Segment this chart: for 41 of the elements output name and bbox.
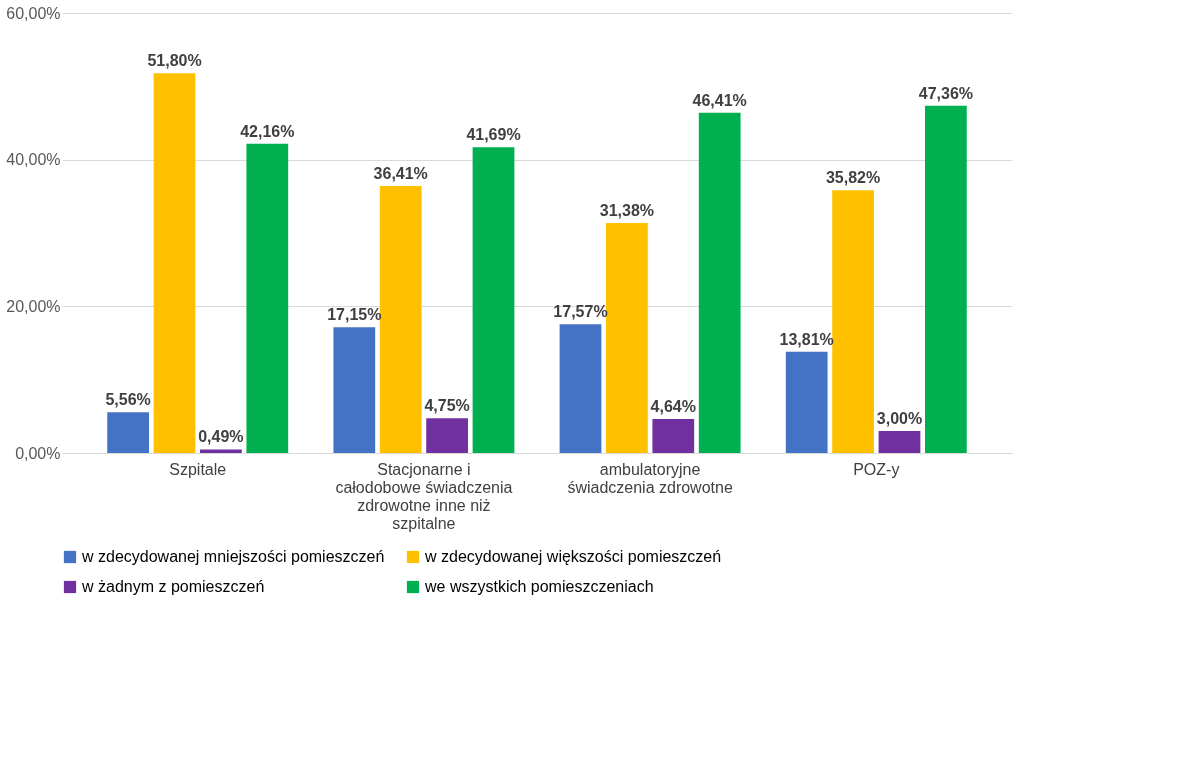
bar (878, 431, 921, 453)
x-tick-label: Stacjonarne i całodobowe świadczenia zdrowotne inne niż szpitalne (335, 460, 513, 532)
data-label: 4,75% (424, 397, 470, 415)
data-label: 47,36% (918, 84, 974, 102)
data-label: 31,38% (599, 201, 655, 219)
data-label: 0,49% (198, 428, 244, 446)
bar (606, 222, 648, 453)
data-label: 5,56% (105, 391, 151, 409)
bar (698, 112, 741, 453)
data-label: 3,00% (876, 410, 923, 427)
data-label: 42,16% (240, 122, 295, 140)
data-label: 36,41% (373, 164, 428, 182)
bar (246, 143, 289, 453)
bar (652, 418, 695, 453)
legend-label: w zdecydowanej mniejszości pomieszczeń (81, 548, 385, 565)
bar (559, 324, 602, 453)
y-tick-label: 0,00% (15, 444, 61, 462)
data-label: 35,82% (825, 169, 881, 187)
legend-label: we wszystkich pomieszczeniach (424, 578, 654, 595)
bar (832, 190, 874, 453)
x-tick-label: ambulatoryjne świadczenia zdrowotne (567, 460, 733, 496)
x-tick-label: Szpitale (169, 460, 227, 478)
data-label: 51,80% (147, 52, 202, 70)
bar (333, 327, 376, 453)
y-tick-label: 60,00% (6, 4, 61, 22)
bar (426, 418, 468, 453)
data-label: 4,64% (650, 397, 696, 415)
x-tick-label: POZ-y (853, 460, 900, 478)
data-label: 46,41% (692, 91, 747, 109)
y-tick-label: 20,00% (6, 297, 61, 315)
bar (153, 73, 196, 453)
bar (379, 185, 422, 453)
bar (785, 351, 828, 453)
y-tick-label: 40,00% (6, 151, 61, 169)
bar (200, 449, 242, 453)
bar (472, 147, 515, 453)
legend-label: w żadnym z pomieszczeń (81, 578, 265, 595)
data-label: 41,69% (466, 126, 521, 144)
legend-label: w zdecydowanej większości pomieszczeń (424, 548, 722, 565)
bar (107, 412, 149, 453)
bar (925, 105, 967, 453)
